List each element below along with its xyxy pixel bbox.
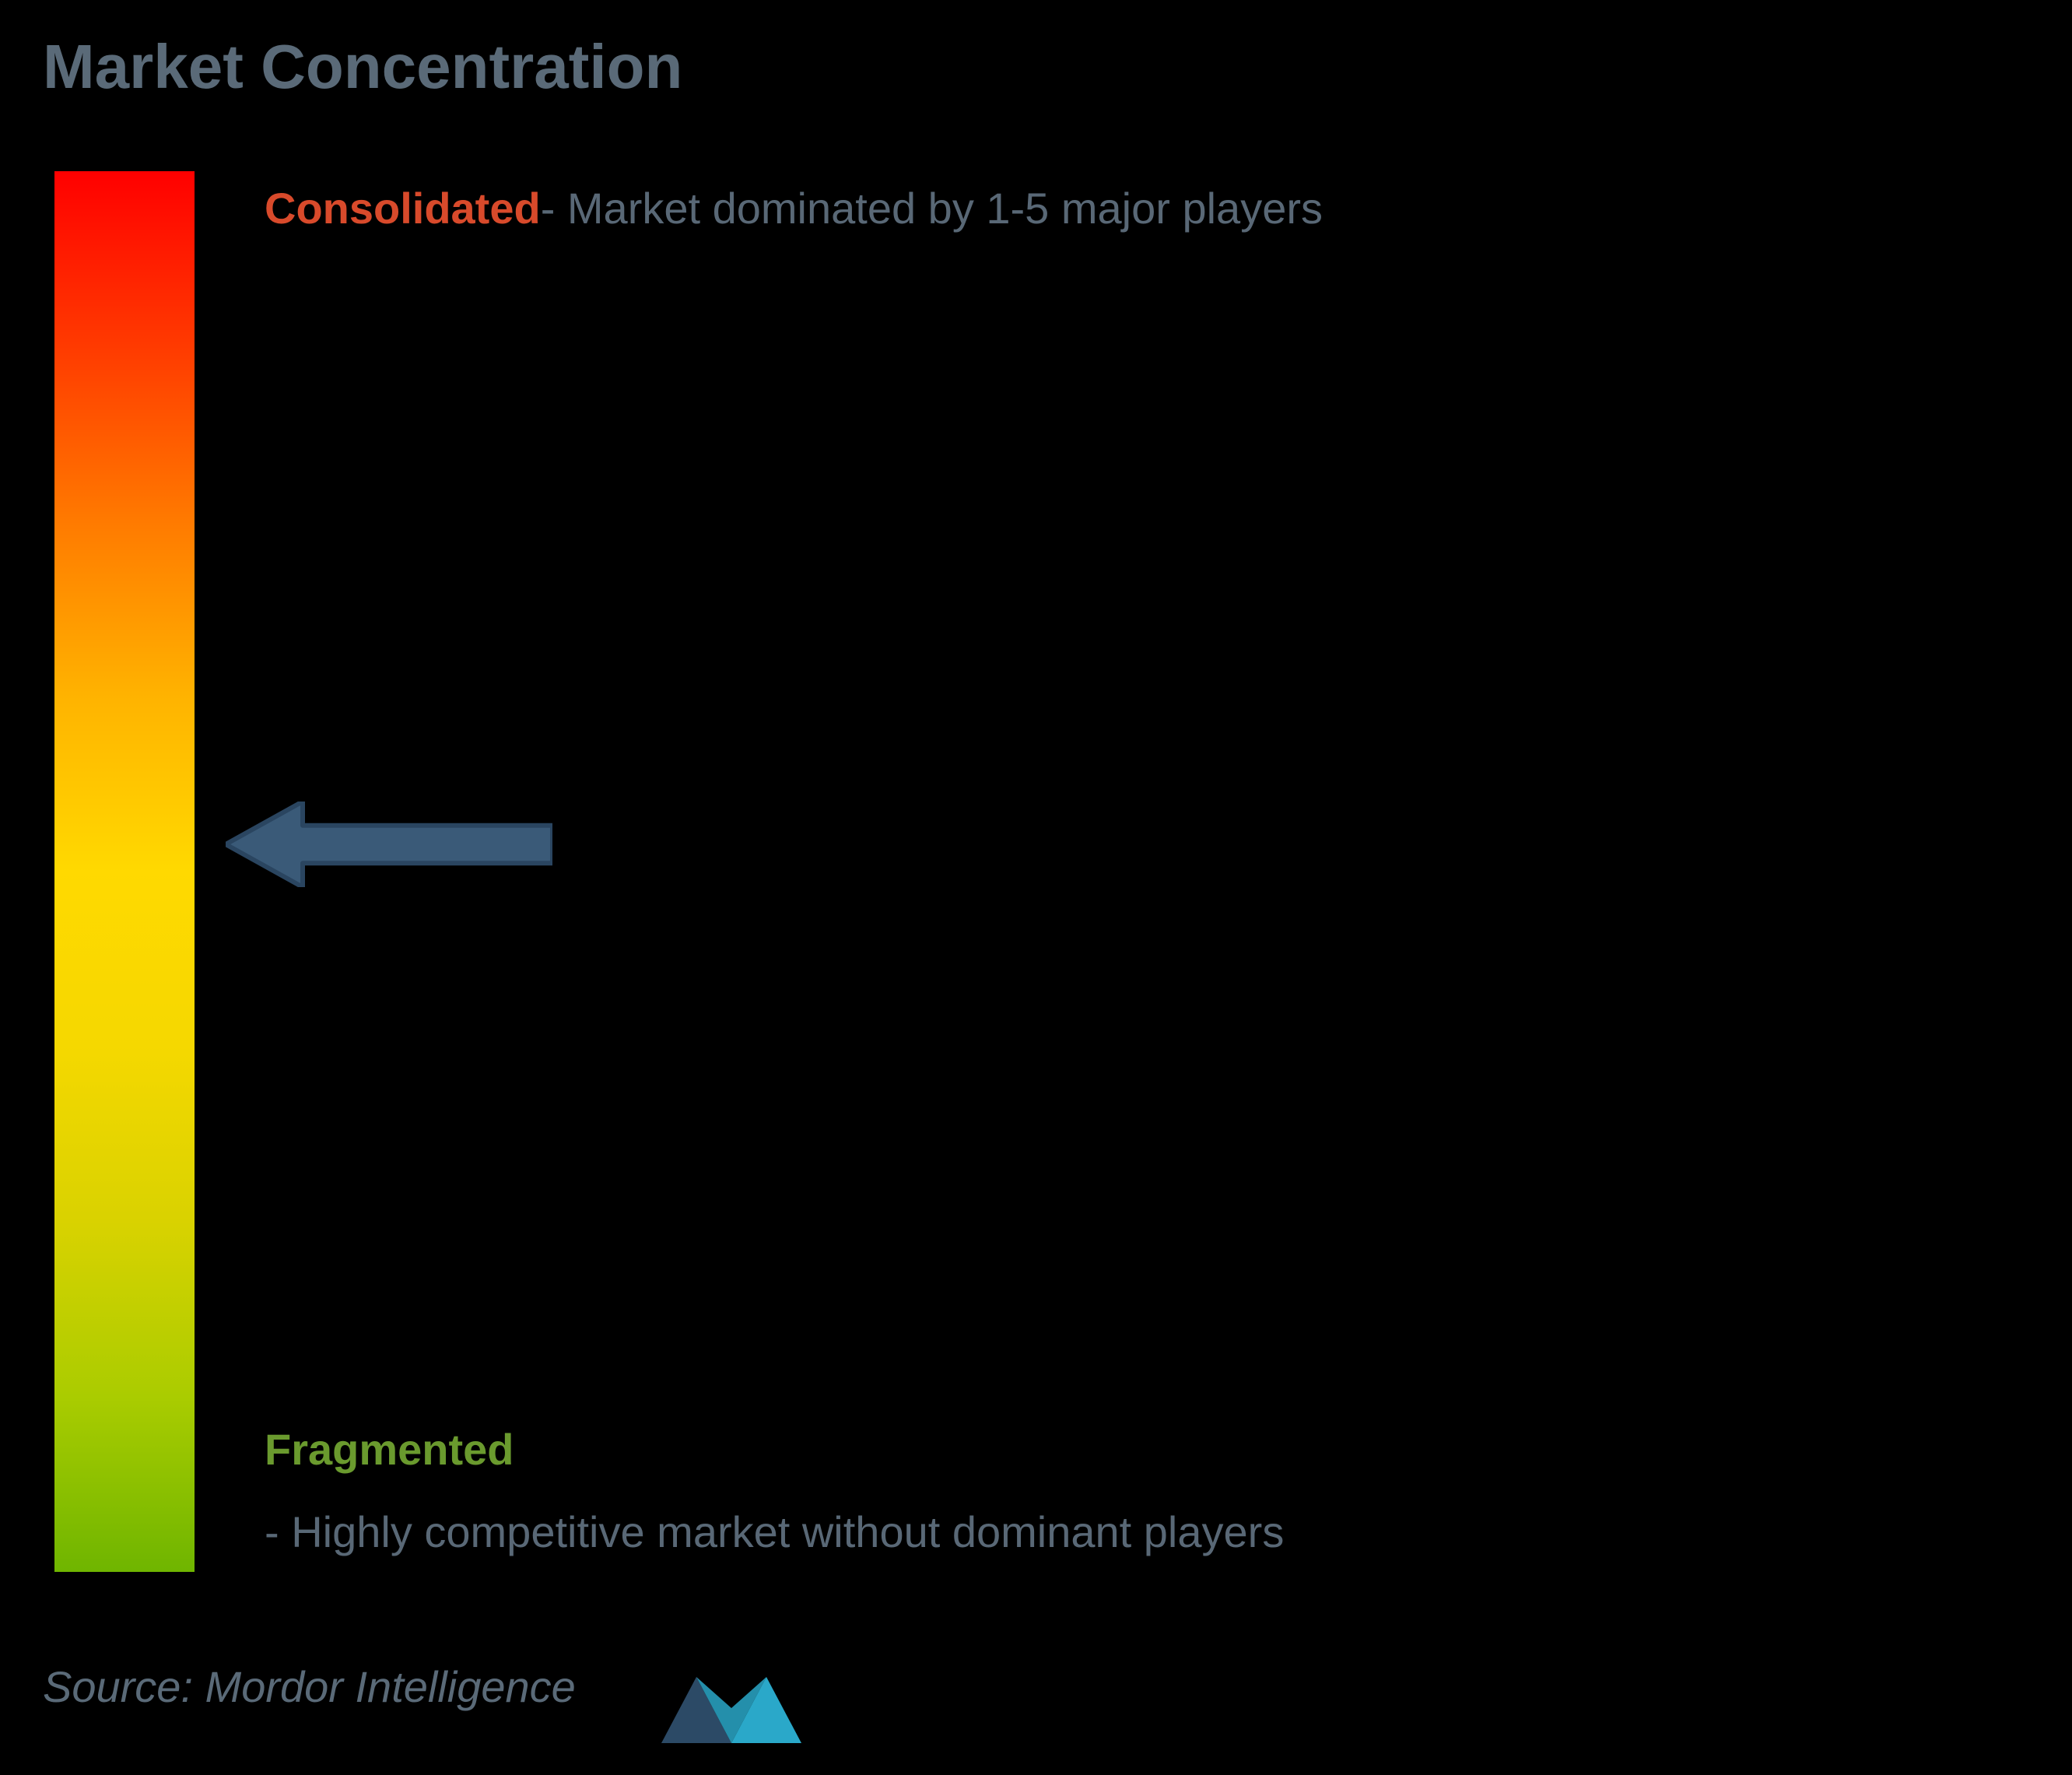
consolidated-key: Consolidated (265, 183, 541, 233)
indicator-arrow (226, 802, 552, 887)
mordor-logo-icon (654, 1665, 809, 1751)
concentration-gradient-bar (54, 171, 195, 1572)
chart-title: Market Concentration (43, 31, 682, 103)
fragmented-key: Fragmented (265, 1408, 514, 1491)
source-attribution: Source: Mordor Intelligence (43, 1661, 576, 1712)
consolidated-label: Consolidated - Market dominated by 1-5 m… (265, 183, 1323, 233)
fragmented-description: - Highly competitive market without domi… (265, 1491, 1284, 1573)
infographic-container: Market Concentration Consolidated - Mark… (0, 0, 2072, 1775)
fragmented-label: Fragmented - Highly competitive market w… (265, 1408, 1432, 1574)
consolidated-description: - Market dominated by 1-5 major players (541, 183, 1323, 233)
arrow-shape (226, 802, 552, 887)
